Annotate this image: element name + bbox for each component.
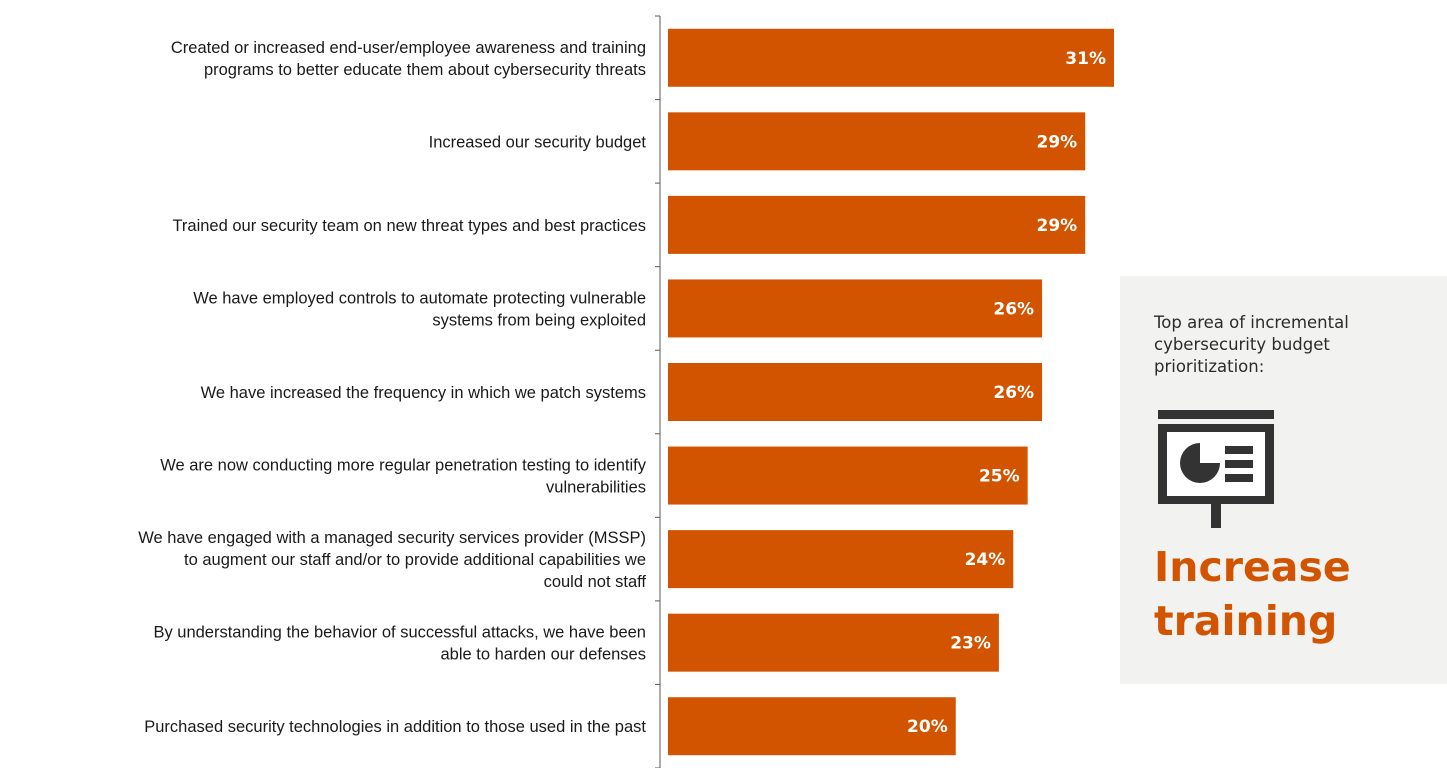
bar: [668, 28, 1114, 87]
category-label: Trained our security team on new threat …: [172, 217, 646, 235]
category-label: Increased our security budget: [429, 133, 647, 151]
callout-headline-line2: training: [1154, 597, 1338, 645]
category-label: Created or increased end-user/employee a…: [171, 39, 646, 79]
data-label: 24%: [965, 550, 1006, 570]
presentation-board-icon: [1158, 410, 1274, 528]
bar: [668, 697, 956, 756]
data-label: 25%: [979, 467, 1020, 487]
data-label: 29%: [1037, 216, 1078, 236]
data-label: 26%: [993, 383, 1034, 403]
bar: [668, 279, 1043, 338]
bar: [668, 112, 1086, 171]
bar: [668, 613, 999, 672]
category-label: We have engaged with a managed security …: [138, 529, 646, 591]
data-label: 26%: [993, 299, 1034, 319]
category-label: We have increased the frequency in which…: [201, 384, 646, 402]
callout-headline: Increase training: [1154, 540, 1444, 648]
category-label: Purchased security technologies in addit…: [144, 718, 646, 736]
category-label: We have employed controls to automate pr…: [193, 289, 646, 329]
bar: [668, 195, 1086, 254]
data-label: 29%: [1037, 132, 1078, 152]
data-label: 23%: [950, 634, 991, 654]
data-label: 31%: [1065, 49, 1106, 69]
category-label: We are now conducting more regular penet…: [160, 457, 647, 497]
bar: [668, 446, 1028, 505]
category-label: By understanding the behavior of success…: [153, 624, 646, 664]
bar: [668, 530, 1014, 589]
bar: [668, 363, 1043, 421]
callout-panel: Top area of incremental cybersecurity bu…: [1120, 276, 1447, 684]
data-label: 20%: [907, 717, 948, 737]
callout-headline-line1: Increase: [1154, 543, 1351, 591]
callout-caption: Top area of incremental cybersecurity bu…: [1154, 313, 1349, 376]
